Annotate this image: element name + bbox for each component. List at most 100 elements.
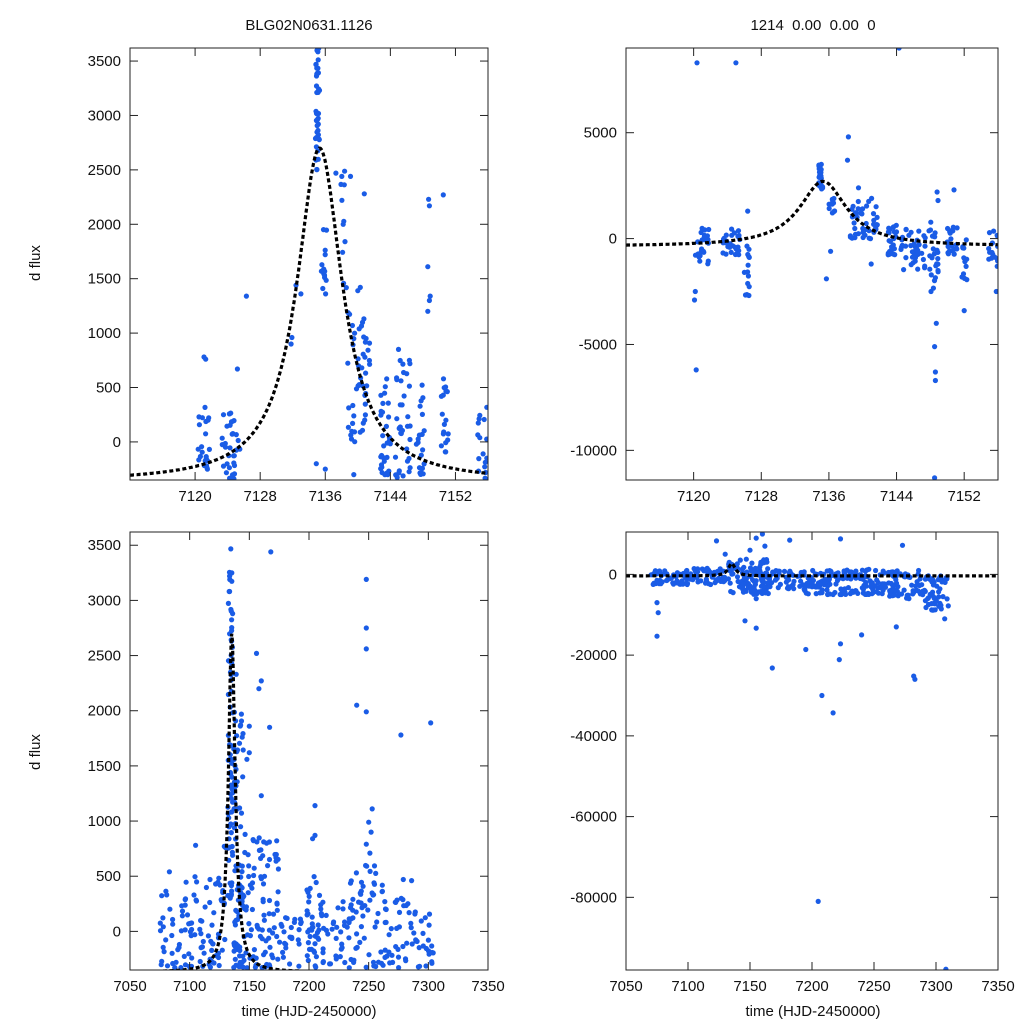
- data-point: [484, 404, 488, 410]
- data-point: [404, 940, 410, 946]
- data-point: [266, 897, 273, 904]
- data-point: [749, 560, 755, 566]
- data-point: [945, 243, 951, 250]
- data-point: [891, 592, 897, 598]
- x-tick-label: 7350: [471, 978, 504, 995]
- data-point: [251, 865, 257, 871]
- data-point: [387, 960, 393, 966]
- data-point: [283, 945, 289, 951]
- data-point: [482, 475, 488, 480]
- data-point: [916, 228, 922, 234]
- data-point: [877, 585, 883, 591]
- data-point: [810, 567, 816, 574]
- data-point: [386, 932, 392, 938]
- data-point: [362, 339, 368, 345]
- data-point: [837, 536, 844, 542]
- data-point: [341, 182, 347, 188]
- data-point: [305, 888, 311, 895]
- data-point: [394, 416, 400, 422]
- data-point: [313, 879, 319, 886]
- data-point: [932, 344, 938, 350]
- data-point: [403, 958, 409, 964]
- data-point: [258, 793, 264, 799]
- data-point: [439, 411, 445, 417]
- data-point: [287, 934, 293, 940]
- data-point: [697, 258, 703, 264]
- data-point: [423, 963, 429, 969]
- data-point: [943, 966, 949, 970]
- data-point: [695, 251, 701, 257]
- data-point: [702, 580, 709, 586]
- data-point: [237, 947, 243, 954]
- data-point: [254, 922, 260, 928]
- data-point: [992, 254, 998, 260]
- data-point: [367, 868, 373, 875]
- data-point: [206, 415, 212, 421]
- data-point: [205, 933, 211, 939]
- data-point: [864, 203, 870, 209]
- data-point: [315, 49, 321, 55]
- data-point: [440, 192, 446, 198]
- data-point: [727, 580, 733, 586]
- data-point: [480, 451, 486, 457]
- data-point: [683, 580, 690, 586]
- data-point: [314, 166, 320, 173]
- data-point: [752, 588, 758, 594]
- data-point: [679, 578, 685, 584]
- data-point: [225, 600, 231, 607]
- data-point: [269, 952, 275, 958]
- y-tick-label: 5000: [584, 125, 617, 142]
- data-point: [360, 883, 366, 889]
- data-point: [343, 285, 349, 291]
- data-point: [347, 880, 354, 886]
- data-point: [170, 921, 176, 927]
- data-point: [743, 556, 749, 562]
- data-point: [304, 953, 310, 959]
- data-point: [816, 174, 822, 180]
- data-point: [260, 881, 267, 887]
- x-tick-label: 7152: [947, 488, 980, 505]
- data-point: [406, 383, 412, 389]
- data-point: [346, 965, 352, 970]
- y-tick-label: -5000: [579, 336, 617, 353]
- y-tick-label: -60000: [570, 809, 617, 826]
- data-point: [931, 595, 937, 601]
- data-point: [207, 964, 213, 970]
- data-point: [313, 83, 320, 89]
- model-curve: [626, 179, 998, 247]
- data-point: [395, 346, 402, 352]
- data-point: [379, 470, 385, 476]
- data-point: [927, 253, 933, 259]
- xlabel-bottom-right: time (HJD-2450000): [745, 1003, 880, 1020]
- model-curve: [130, 146, 488, 477]
- data-point: [429, 943, 435, 949]
- y-tick-label: 500: [96, 868, 121, 885]
- data-point: [929, 607, 935, 613]
- data-point: [729, 232, 735, 238]
- data-point: [233, 962, 239, 968]
- data-point: [231, 948, 237, 954]
- data-point: [235, 943, 241, 949]
- data-point: [398, 895, 404, 901]
- data-point: [352, 439, 358, 445]
- data-point: [859, 567, 866, 573]
- data-point: [835, 570, 841, 576]
- data-point: [812, 583, 818, 590]
- data-point: [416, 945, 422, 951]
- data-point: [837, 641, 844, 647]
- data-point: [426, 297, 432, 304]
- data-point: [202, 904, 208, 910]
- data-point: [322, 466, 328, 472]
- data-point: [945, 603, 951, 609]
- xlabel-bottom-left: time (HJD-2450000): [241, 1003, 376, 1020]
- data-point: [366, 357, 372, 364]
- data-point: [791, 586, 797, 592]
- data-point: [891, 229, 898, 235]
- data-point: [824, 587, 830, 593]
- data-point: [947, 230, 953, 236]
- x-tick-label: 7150: [733, 978, 766, 995]
- data-point: [855, 198, 861, 205]
- data-point: [732, 244, 738, 250]
- data-point: [275, 956, 281, 962]
